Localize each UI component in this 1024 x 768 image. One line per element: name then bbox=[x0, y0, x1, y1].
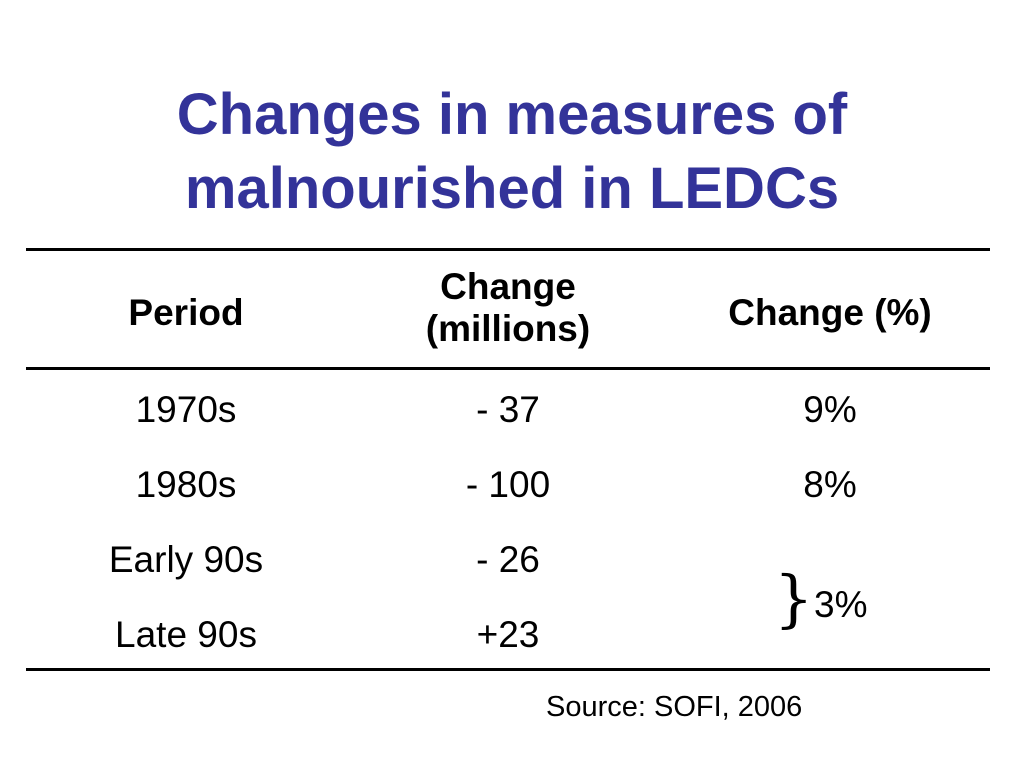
row-early-90s-change-millions: - 26 bbox=[476, 539, 540, 580]
row-1970s-change-millions: - 37 bbox=[476, 389, 540, 430]
row-1980s-change-millions: - 100 bbox=[465, 464, 551, 505]
slide-title-line-2: malnourished in LEDCs bbox=[184, 156, 840, 221]
header-change-percent: Change (%) bbox=[728, 292, 932, 333]
slide-title-line-1: Changes in measures of bbox=[176, 82, 848, 147]
row-late-90s-change-millions: +23 bbox=[476, 614, 540, 655]
row-early-90s-period: Early 90s bbox=[108, 539, 264, 580]
table-top-rule bbox=[26, 248, 990, 251]
slide-title: Changes in measures of malnourished in L… bbox=[0, 78, 1024, 226]
row-late-90s-period: Late 90s bbox=[115, 614, 257, 655]
header-change-millions-line-2: (millions) bbox=[425, 308, 591, 349]
row-1980s-change-percent: 8% bbox=[803, 464, 857, 505]
merged-brace: } bbox=[774, 562, 814, 635]
table-bottom-rule bbox=[26, 668, 990, 671]
row-1970s-period: 1970s bbox=[135, 389, 237, 430]
header-period: Period bbox=[128, 292, 244, 333]
source-note: Source: SOFI, 2006 bbox=[546, 691, 803, 723]
header-change-millions-line-1: Change bbox=[440, 266, 576, 307]
header-change-millions: Change (millions) bbox=[358, 266, 658, 350]
header-bottom-rule bbox=[26, 367, 990, 370]
row-1970s-change-percent: 9% bbox=[803, 389, 857, 430]
merged-90s-change-percent: 3% bbox=[814, 584, 868, 625]
row-1980s-period: 1980s bbox=[135, 464, 237, 505]
